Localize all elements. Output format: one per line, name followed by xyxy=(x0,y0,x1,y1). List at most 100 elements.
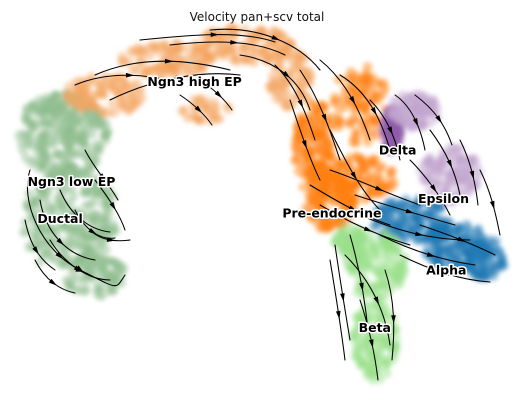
cell-point xyxy=(88,249,99,260)
cluster-labels: Ngn3 low EP Ductal Ngn3 high EP Pre-endocri… xyxy=(26,72,470,336)
cluster-ngn3-low-ep-points xyxy=(14,88,113,181)
cell-point xyxy=(469,267,480,278)
cell-point xyxy=(371,252,382,263)
cell-point xyxy=(357,163,368,174)
cell-point xyxy=(59,221,70,232)
cell-point xyxy=(201,103,212,114)
cell-point xyxy=(350,351,361,362)
cell-point xyxy=(367,242,378,252)
cluster-label-ngn3-high-ep: Ngn3 high EP xyxy=(147,74,241,89)
cell-point xyxy=(119,82,130,93)
cell-point xyxy=(78,135,89,146)
streamline-arrowhead xyxy=(435,115,442,124)
cell-point xyxy=(341,159,352,170)
cell-point xyxy=(280,97,291,108)
streamline-arrowhead xyxy=(348,205,357,212)
streamline-arrowhead xyxy=(370,106,377,116)
cell-point xyxy=(352,152,363,163)
cell-point xyxy=(357,241,368,252)
cell-point xyxy=(385,240,396,250)
cell-point xyxy=(159,39,170,50)
streamline-arrowhead xyxy=(56,237,65,246)
cell-point xyxy=(359,88,370,99)
cell-point xyxy=(125,93,136,104)
cell-point xyxy=(116,98,127,109)
streamline-arrowhead xyxy=(350,171,357,180)
cell-point xyxy=(362,288,372,299)
cell-point xyxy=(419,91,430,102)
streamline-arrowhead xyxy=(164,58,174,64)
cell-point xyxy=(463,233,474,243)
cell-point xyxy=(47,176,58,187)
cell-point xyxy=(18,227,29,238)
streamline-arrowhead xyxy=(489,200,495,210)
streamline-arrowhead xyxy=(194,105,203,114)
streamline-arrowhead xyxy=(282,70,291,79)
cell-point xyxy=(108,98,118,109)
cell-point xyxy=(86,72,97,82)
cell-point xyxy=(48,98,59,109)
cell-point xyxy=(381,368,392,379)
cell-point xyxy=(249,57,259,68)
cell-point xyxy=(290,155,301,166)
cell-point xyxy=(107,226,118,237)
streamline xyxy=(359,214,471,241)
cell-point xyxy=(333,122,344,132)
cell-point xyxy=(144,42,155,52)
cell-point xyxy=(443,229,454,240)
cell-point xyxy=(318,133,328,143)
cell-point xyxy=(488,260,499,271)
cell-point xyxy=(35,241,46,252)
cell-point xyxy=(358,119,369,130)
cell-point xyxy=(217,39,228,49)
cell-point xyxy=(378,78,389,89)
cell-point xyxy=(58,125,69,136)
cell-point xyxy=(90,90,101,101)
streamline xyxy=(109,73,241,101)
cell-point xyxy=(498,260,509,271)
cell-point xyxy=(435,169,446,180)
cell-point xyxy=(344,118,355,129)
cell-point xyxy=(135,56,146,67)
cell-point xyxy=(282,48,293,59)
streamline-arrowhead xyxy=(457,236,466,242)
cell-point xyxy=(263,37,274,48)
cell-point xyxy=(293,56,304,67)
cell-point xyxy=(251,34,262,45)
cell-point xyxy=(367,117,378,128)
cell-point xyxy=(380,250,391,261)
cell-point xyxy=(435,157,446,168)
cell-point xyxy=(449,150,460,161)
cell-point xyxy=(338,245,349,256)
streamline-arrowhead xyxy=(430,184,437,193)
streamline xyxy=(39,199,96,261)
cell-point xyxy=(394,272,405,283)
cell-point xyxy=(314,192,325,203)
cell-point xyxy=(363,260,374,271)
cell-point xyxy=(117,262,128,273)
cell-point xyxy=(92,144,103,155)
cell-point xyxy=(85,175,96,186)
cell-point xyxy=(92,285,103,296)
cell-point xyxy=(422,156,433,167)
cell-point xyxy=(94,188,105,199)
cell-point xyxy=(352,312,363,323)
cell-point xyxy=(40,149,51,160)
cell-point xyxy=(470,154,480,165)
cell-point xyxy=(69,174,80,185)
cell-point xyxy=(65,281,76,292)
cell-point xyxy=(21,153,32,164)
cell-point xyxy=(65,237,76,248)
cell-point xyxy=(206,36,217,47)
cell-point xyxy=(348,86,359,97)
cell-point xyxy=(48,210,59,221)
cell-point xyxy=(30,221,41,232)
streamline-arrowhead xyxy=(98,173,106,182)
cell-point xyxy=(209,97,220,108)
cell-point xyxy=(349,263,360,274)
cell-point xyxy=(91,102,102,113)
streamline-arrowhead xyxy=(214,90,223,99)
cell-point xyxy=(110,84,121,95)
cell-point xyxy=(43,184,54,195)
streamline-arrowhead xyxy=(301,140,307,149)
